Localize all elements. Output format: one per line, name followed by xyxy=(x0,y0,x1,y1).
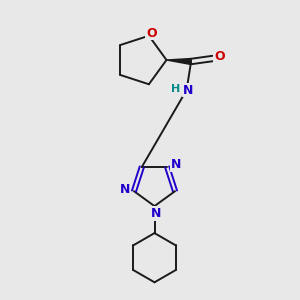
Text: N: N xyxy=(170,158,181,171)
Text: O: O xyxy=(146,27,157,40)
Polygon shape xyxy=(167,58,191,64)
Text: N: N xyxy=(151,207,161,220)
Text: O: O xyxy=(214,50,225,64)
Text: N: N xyxy=(120,183,131,196)
Text: H: H xyxy=(171,84,180,94)
Text: N: N xyxy=(183,83,193,97)
